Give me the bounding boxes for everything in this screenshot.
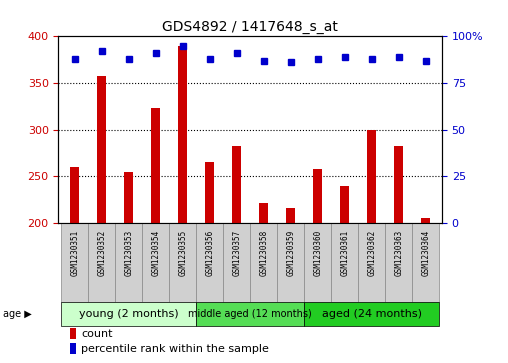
Bar (169, 223, 196, 302)
Text: GSM1230360: GSM1230360 (313, 229, 322, 276)
Text: aged (24 months): aged (24 months) (322, 309, 422, 319)
Text: GSM1230358: GSM1230358 (259, 229, 268, 276)
Text: GSM1230362: GSM1230362 (367, 229, 376, 276)
Text: count: count (81, 329, 113, 339)
Bar (70, 167, 79, 223)
Bar (196, 223, 223, 302)
Text: GSM1230354: GSM1230354 (151, 229, 160, 276)
Bar (421, 219, 430, 223)
Bar (304, 302, 439, 326)
Text: percentile rank within the sample: percentile rank within the sample (81, 344, 269, 354)
Bar (313, 169, 323, 223)
Bar (340, 186, 350, 223)
Text: GSM1230351: GSM1230351 (70, 229, 79, 276)
Bar (394, 146, 403, 223)
Title: GDS4892 / 1417648_s_at: GDS4892 / 1417648_s_at (162, 20, 338, 34)
Bar (286, 208, 296, 223)
Bar (259, 203, 268, 223)
Bar (88, 223, 115, 302)
Bar (61, 302, 196, 326)
Bar (358, 223, 385, 302)
Text: middle aged (12 months): middle aged (12 months) (188, 309, 312, 319)
Bar (232, 146, 241, 223)
Bar (277, 223, 304, 302)
Bar (142, 223, 169, 302)
Bar (70, 343, 76, 354)
Text: age ▶: age ▶ (3, 309, 31, 319)
Bar (70, 328, 76, 339)
Text: GSM1230355: GSM1230355 (178, 229, 187, 276)
Bar (61, 223, 88, 302)
Bar (205, 162, 214, 223)
Bar (124, 172, 134, 223)
Bar (151, 108, 161, 223)
Text: GSM1230356: GSM1230356 (205, 229, 214, 276)
Bar (250, 223, 277, 302)
Bar (367, 130, 376, 223)
Bar (97, 77, 106, 223)
Text: GSM1230361: GSM1230361 (340, 229, 349, 276)
Bar (304, 223, 331, 302)
Text: GSM1230363: GSM1230363 (394, 229, 403, 276)
Text: GSM1230353: GSM1230353 (124, 229, 133, 276)
Bar (115, 223, 142, 302)
Text: GSM1230359: GSM1230359 (286, 229, 295, 276)
Text: young (2 months): young (2 months) (79, 309, 178, 319)
Bar (385, 223, 412, 302)
Text: GSM1230357: GSM1230357 (232, 229, 241, 276)
Bar (331, 223, 358, 302)
Text: GSM1230352: GSM1230352 (97, 229, 106, 276)
Bar (178, 46, 187, 223)
Bar (196, 302, 304, 326)
Bar (412, 223, 439, 302)
Text: GSM1230364: GSM1230364 (421, 229, 430, 276)
Bar (223, 223, 250, 302)
